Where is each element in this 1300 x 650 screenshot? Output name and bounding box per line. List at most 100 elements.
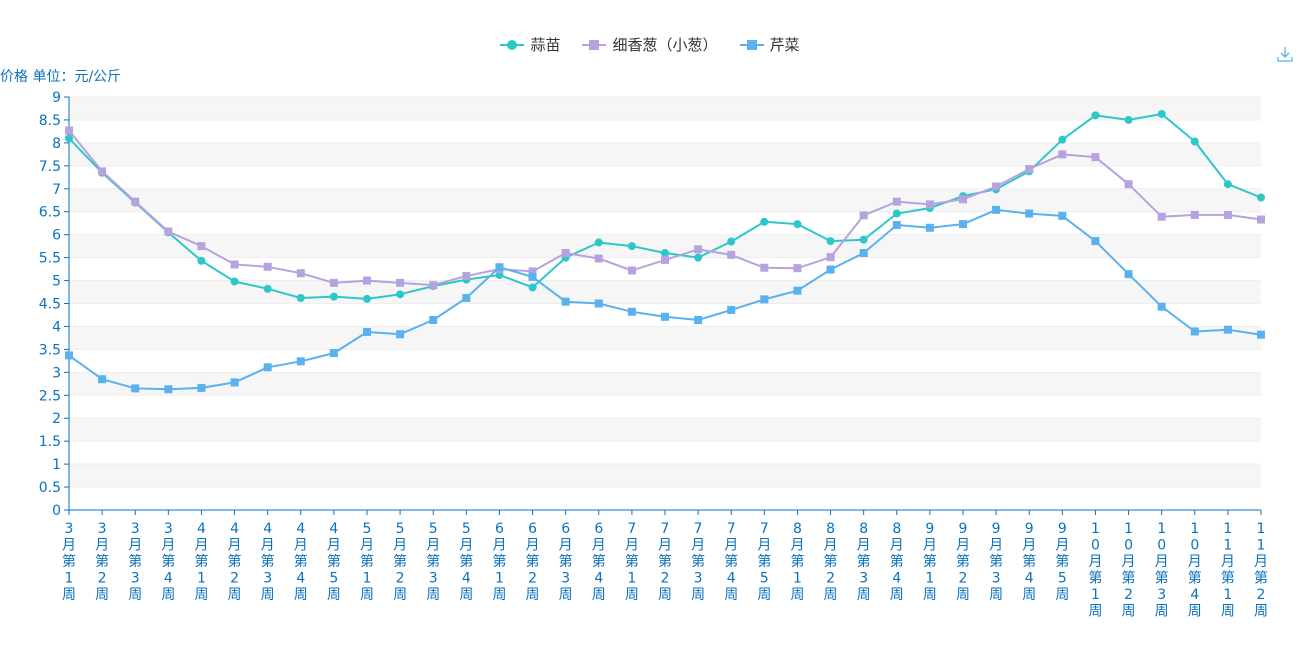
data-point[interactable] — [661, 249, 669, 258]
data-point[interactable] — [131, 384, 140, 393]
data-point[interactable] — [65, 134, 73, 143]
data-point[interactable] — [594, 254, 603, 263]
data-point[interactable] — [727, 250, 736, 259]
data-point[interactable] — [65, 351, 73, 360]
data-point[interactable] — [363, 327, 371, 336]
data-point[interactable] — [197, 242, 206, 251]
data-point[interactable] — [1157, 212, 1166, 221]
data-point[interactable] — [230, 378, 239, 387]
data-point[interactable] — [230, 277, 239, 286]
data-point[interactable] — [627, 266, 636, 275]
data-point[interactable] — [329, 278, 338, 287]
data-point[interactable] — [1190, 137, 1199, 146]
data-point[interactable] — [760, 295, 769, 304]
data-point[interactable] — [694, 253, 703, 262]
data-point[interactable] — [727, 237, 736, 246]
data-point[interactable] — [1091, 237, 1100, 246]
data-point[interactable] — [727, 305, 736, 314]
data-point[interactable] — [760, 263, 769, 272]
data-point[interactable] — [462, 293, 471, 302]
data-point[interactable] — [859, 249, 868, 258]
data-point[interactable] — [1223, 325, 1232, 334]
data-point[interactable] — [694, 316, 703, 325]
data-point[interactable] — [925, 223, 934, 232]
data-point[interactable] — [959, 195, 967, 204]
data-point[interactable] — [992, 182, 1001, 191]
data-point[interactable] — [760, 217, 769, 226]
legend-item-celery[interactable]: 芹菜 — [739, 34, 800, 55]
data-point[interactable] — [859, 211, 868, 220]
data-point[interactable] — [296, 269, 305, 278]
data-point[interactable] — [1124, 270, 1133, 279]
data-point[interactable] — [1091, 111, 1100, 120]
data-point[interactable] — [197, 383, 206, 392]
data-point[interactable] — [495, 263, 504, 272]
download-icon[interactable] — [1276, 45, 1294, 65]
data-point[interactable] — [1025, 209, 1034, 218]
data-point[interactable] — [1190, 210, 1199, 219]
data-point[interactable] — [1058, 150, 1067, 159]
data-point[interactable] — [826, 237, 835, 246]
data-point[interactable] — [1157, 302, 1166, 311]
data-point[interactable] — [859, 235, 868, 244]
data-point[interactable] — [594, 299, 603, 308]
data-point[interactable] — [197, 256, 206, 265]
data-point[interactable] — [1124, 115, 1133, 124]
data-point[interactable] — [462, 271, 471, 280]
data-point[interactable] — [1190, 327, 1199, 336]
data-point[interactable] — [296, 357, 305, 366]
data-point[interactable] — [793, 220, 802, 229]
data-point[interactable] — [263, 363, 272, 372]
data-point[interactable] — [793, 286, 802, 295]
data-point[interactable] — [528, 272, 537, 281]
data-point[interactable] — [1257, 193, 1265, 202]
data-point[interactable] — [1223, 210, 1232, 219]
data-point[interactable] — [296, 293, 305, 302]
data-point[interactable] — [1025, 165, 1034, 174]
data-point[interactable] — [661, 312, 669, 321]
data-point[interactable] — [561, 297, 570, 306]
data-point[interactable] — [826, 253, 835, 262]
data-point[interactable] — [329, 292, 338, 301]
data-point[interactable] — [263, 262, 272, 271]
data-point[interactable] — [661, 255, 669, 264]
data-point[interactable] — [164, 227, 173, 236]
data-point[interactable] — [263, 284, 272, 293]
data-point[interactable] — [98, 375, 107, 384]
data-point[interactable] — [329, 349, 338, 358]
data-point[interactable] — [1157, 109, 1166, 118]
data-point[interactable] — [1223, 180, 1232, 189]
data-point[interactable] — [396, 330, 405, 339]
data-point[interactable] — [992, 205, 1001, 214]
data-point[interactable] — [1257, 330, 1265, 339]
data-point[interactable] — [1257, 215, 1265, 224]
data-point[interactable] — [826, 265, 835, 274]
data-point[interactable] — [627, 242, 636, 251]
data-point[interactable] — [925, 200, 934, 209]
legend-item-garlic-sprout[interactable]: 蒜苗 — [500, 34, 560, 55]
data-point[interactable] — [627, 307, 636, 316]
data-point[interactable] — [363, 276, 371, 285]
data-point[interactable] — [1058, 211, 1067, 220]
data-point[interactable] — [65, 126, 73, 135]
data-point[interactable] — [363, 294, 371, 303]
data-point[interactable] — [892, 221, 901, 230]
data-point[interactable] — [1124, 180, 1133, 189]
data-point[interactable] — [1091, 153, 1100, 162]
data-point[interactable] — [1058, 135, 1067, 144]
data-point[interactable] — [594, 238, 603, 247]
data-point[interactable] — [429, 281, 438, 290]
data-point[interactable] — [892, 197, 901, 206]
data-point[interactable] — [694, 245, 703, 254]
data-point[interactable] — [396, 278, 405, 287]
data-point[interactable] — [396, 290, 405, 299]
data-point[interactable] — [528, 267, 537, 276]
data-point[interactable] — [892, 209, 901, 218]
data-point[interactable] — [561, 249, 570, 258]
data-point[interactable] — [429, 316, 438, 325]
data-point[interactable] — [793, 264, 802, 273]
data-point[interactable] — [164, 385, 173, 394]
data-point[interactable] — [959, 220, 967, 229]
data-point[interactable] — [528, 283, 537, 292]
legend-item-scallion[interactable]: 细香葱（小葱） — [582, 34, 718, 55]
